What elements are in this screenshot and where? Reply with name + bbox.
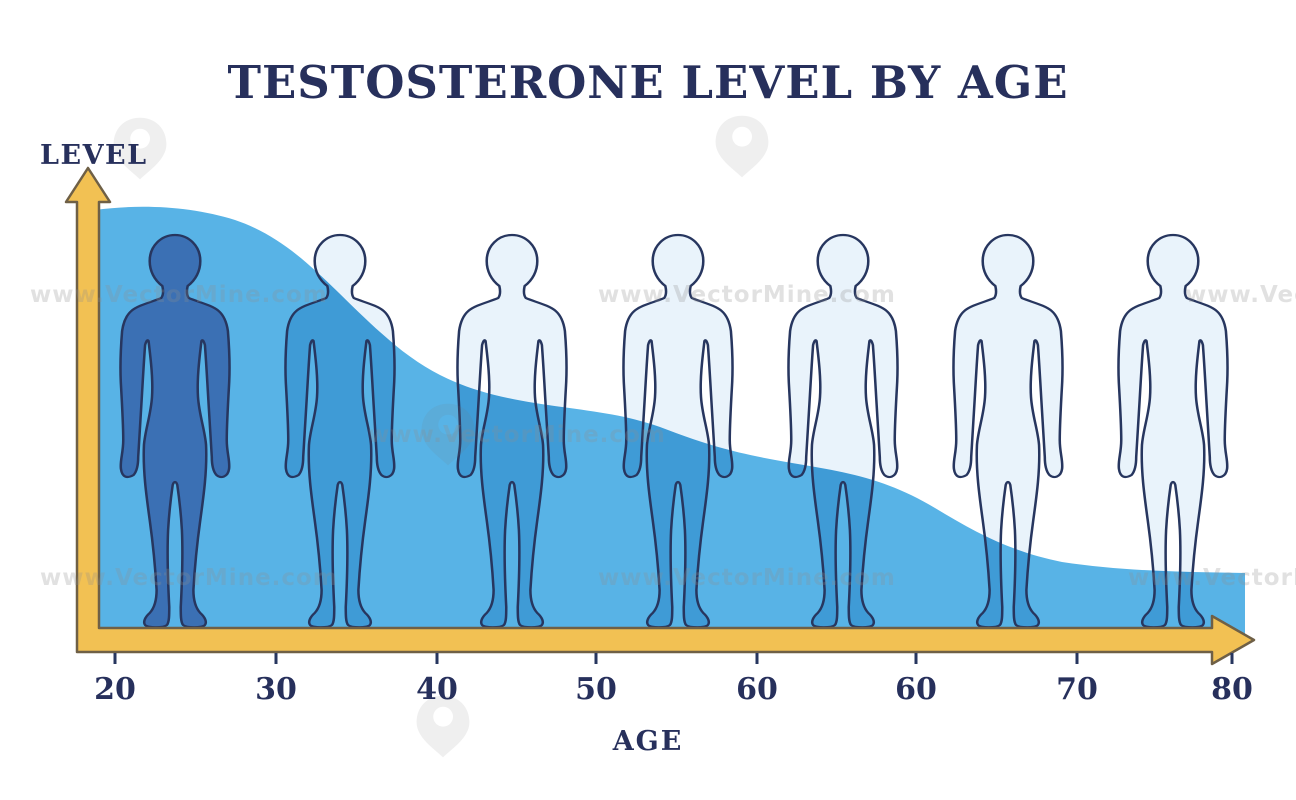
x-tick-50: 50 [575,672,617,707]
x-tick-70: 70 [1056,672,1098,707]
watermark-text: www.VectorMine.com [30,282,328,308]
watermark-text: www.VectorMine.com [598,565,896,591]
x-axis-label: AGE [612,726,684,757]
x-tick-40: 40 [416,672,458,707]
watermark-text: www.VectorMine.com [368,422,666,448]
watermark-text: www.VectorMine.com [1185,282,1296,308]
watermark-text: www.VectorMine.com [1128,565,1296,591]
x-tick-30: 30 [255,672,297,707]
y-axis-label: LEVEL [40,140,148,171]
watermarks: www.VectorMine.com www.VectorMine.com ww… [30,115,1296,758]
x-tick-60b: 60 [895,672,937,707]
x-tick-60: 60 [736,672,778,707]
x-tick-80: 80 [1211,672,1253,707]
axis-arrows [64,166,1256,666]
axis-ticks [113,653,1234,664]
x-tick-20: 20 [94,672,136,707]
page-title: TESTOSTERONE LEVEL BY AGE [227,56,1069,109]
watermark-text: www.VectorMine.com [598,282,896,308]
watermark-text: www.VectorMine.com [40,565,338,591]
